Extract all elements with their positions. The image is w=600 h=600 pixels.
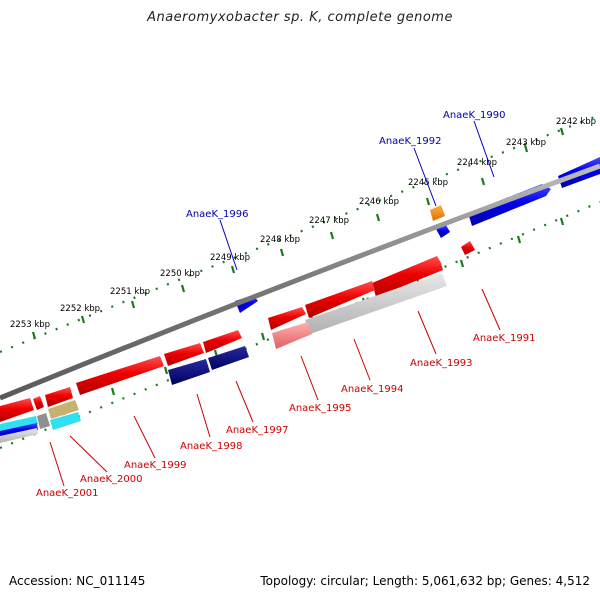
gene-label[interactable]: AnaeK_1994	[341, 384, 403, 395]
tick-label: 2251 kbp	[110, 287, 150, 297]
map-title: Anaeromyxobacter sp. K, complete genome	[147, 10, 453, 25]
reverse-labels: AnaeK_1991 AnaeK_1993 AnaeK_1994 AnaeK_1…	[36, 333, 535, 499]
gene-anaek-2001-grey[interactable]	[37, 413, 50, 429]
gene-anaek-1993-shadow	[305, 273, 447, 334]
gene-label[interactable]: AnaeK_2001	[36, 488, 98, 499]
tick-label: 2246 kbp	[359, 197, 399, 207]
reverse-label-lines	[49, 288, 501, 487]
gene-anaek-1995-shadow	[272, 322, 312, 349]
gene-anaek-2000-khaki[interactable]	[48, 400, 79, 419]
gene-label[interactable]: AnaeK_1999	[124, 460, 186, 471]
forward-label-lines	[219, 120, 495, 271]
gene-label[interactable]: AnaeK_1995	[289, 403, 351, 414]
gene-anaek-1999[interactable]	[76, 356, 164, 395]
gene-anaek-1998-navy[interactable]	[168, 359, 210, 385]
gene-label[interactable]: AnaeK_1992	[379, 136, 441, 147]
gene-anaek-1994[interactable]	[305, 281, 375, 318]
gene-anaek-2000-cyan[interactable]	[50, 412, 81, 430]
gene-anaek-1991[interactable]	[461, 241, 475, 255]
tick-label: 2244 kbp	[457, 158, 497, 168]
gene-label[interactable]: AnaeK_2000	[80, 474, 142, 485]
gene-label[interactable]: AnaeK_1991	[473, 333, 535, 344]
gene-anaek-1998[interactable]	[164, 343, 204, 366]
accession-text: Accession: NC_011145	[9, 574, 146, 588]
inner-major-ticks	[8, 217, 565, 436]
tick-label: 2253 kbp	[10, 320, 50, 330]
gene-left-cyan[interactable]	[0, 416, 38, 432]
gene-label[interactable]: AnaeK_1997	[226, 425, 288, 436]
major-ticks	[31, 127, 565, 340]
tick-labels: 2242 kbp 2243 kbp 2244 kbp 2245 kbp 2246…	[10, 117, 596, 330]
tick-label: 2243 kbp	[506, 138, 546, 148]
gene-label[interactable]: AnaeK_1996	[186, 209, 248, 220]
gene-left-red[interactable]	[0, 398, 34, 422]
genome-backbone	[0, 163, 600, 401]
gene-anaek-1997-navy[interactable]	[208, 346, 249, 370]
gene-label[interactable]: AnaeK_1993	[410, 358, 472, 369]
gene-anaek-1993[interactable]	[372, 256, 443, 297]
tick-label: 2247 kbp	[309, 216, 349, 226]
gene-anaek-2001[interactable]	[33, 396, 44, 410]
tick-label: 2250 kbp	[160, 269, 200, 279]
gene-left-grey[interactable]	[0, 428, 38, 443]
tick-label: 2248 kbp	[260, 235, 300, 245]
gene-anaek-1990-b[interactable]	[468, 184, 551, 226]
gene-anaek-1997[interactable]	[203, 330, 242, 353]
gene-anaek-1995[interactable]	[268, 307, 306, 330]
gene-label[interactable]: AnaeK_1990	[443, 110, 505, 121]
forward-strand-genes	[235, 157, 600, 313]
reverse-strand-genes	[0, 241, 475, 443]
tick-label: 2242 kbp	[556, 117, 596, 127]
gene-anaek-2000[interactable]	[45, 387, 73, 407]
gene-orange[interactable]	[430, 205, 445, 221]
tick-label: 2252 kbp	[60, 304, 100, 314]
topology-text: Topology: circular; Length: 5,061,632 bp…	[260, 574, 590, 588]
gene-label[interactable]: AnaeK_1998	[180, 441, 242, 452]
forward-labels: AnaeK_1990 AnaeK_1992 AnaeK_1996	[186, 110, 505, 220]
tick-label: 2249 kbp	[210, 253, 250, 263]
tick-label: 2245 kbp	[408, 178, 448, 188]
